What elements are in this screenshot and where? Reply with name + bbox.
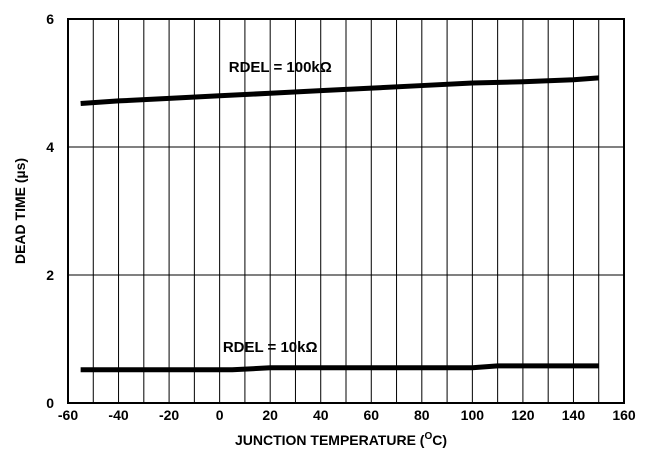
series-layer (80, 75, 599, 373)
x-tick-label: 80 (414, 407, 430, 423)
y-tick-labels: 0 2 4 6 (46, 11, 54, 411)
series-label: RDEL = 10kΩ (223, 339, 318, 356)
y-tick-label: 4 (46, 139, 54, 155)
plot-frame (67, 18, 625, 404)
x-tick-label: 0 (216, 407, 224, 423)
x-tick-label: 100 (461, 407, 485, 423)
x-tick-labels: -60 -40 -20 0 20 40 60 80 100 120 140 160 (58, 407, 636, 423)
x-tick-label: 160 (612, 407, 636, 423)
x-tick-label: 40 (313, 407, 329, 423)
x-axis-title-degree: O (424, 431, 432, 442)
x-tick-label: 120 (511, 407, 535, 423)
y-axis-title: DEAD TIME (µs) (12, 158, 28, 264)
x-tick-label: 140 (562, 407, 586, 423)
x-tick-label: 60 (363, 407, 379, 423)
series-line (80, 363, 599, 373)
y-tick-label: 0 (46, 395, 54, 411)
x-axis-title: JUNCTION TEMPERATURE (OC) (235, 431, 447, 448)
x-tick-label: -40 (108, 407, 128, 423)
series-label: RDEL = 100kΩ (229, 59, 332, 76)
y-tick-label: 2 (46, 267, 54, 283)
y-tick-label: 6 (46, 11, 54, 27)
x-tick-label: 20 (262, 407, 278, 423)
series-labels: RDEL = 100kΩ RDEL = 10kΩ (223, 59, 332, 356)
x-tick-label: -20 (159, 407, 179, 423)
series-line (80, 75, 599, 106)
x-tick-label: -60 (58, 407, 78, 423)
grid (67, 18, 625, 404)
